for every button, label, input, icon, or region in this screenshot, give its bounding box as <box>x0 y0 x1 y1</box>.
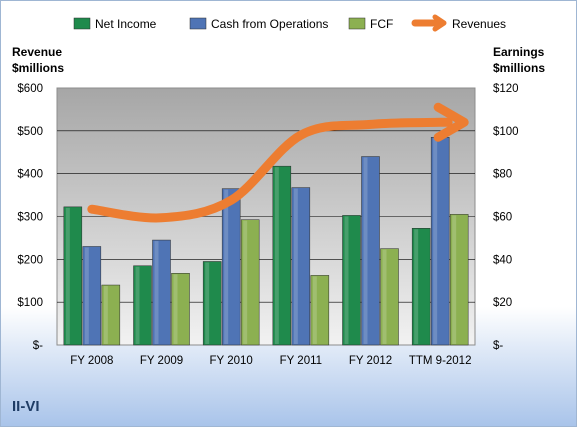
left-tick-label: $100 <box>17 297 43 309</box>
left-tick-label: $500 <box>17 126 43 138</box>
bar-net-income <box>63 206 83 346</box>
right-tick-label: $60 <box>493 212 512 224</box>
bar-highlight <box>205 262 210 344</box>
bar-fcf <box>240 219 260 346</box>
category-label: TTM 9-2012 <box>409 355 472 367</box>
category-label: FY 2009 <box>140 355 183 367</box>
bar-highlight <box>382 249 387 344</box>
bar-cash-from-operations <box>82 246 102 346</box>
bar-net-income <box>272 165 292 346</box>
left-tick-label: $600 <box>17 83 43 95</box>
company-label: II-VI <box>12 398 40 415</box>
right-tick-label: $80 <box>493 169 512 181</box>
left-tick-label: $400 <box>17 169 43 181</box>
left-axis-title: Revenue <box>12 45 62 59</box>
right-tick-label: $40 <box>493 254 512 266</box>
bar-cash-from-operations <box>221 188 241 346</box>
bar-highlight <box>84 247 89 344</box>
legend-label: Revenues <box>452 17 506 31</box>
bar-net-income <box>411 228 431 346</box>
bar-cash-from-operations <box>291 187 311 346</box>
bar-cash-from-operations <box>152 239 171 346</box>
bar-highlight <box>344 216 349 344</box>
legend-swatch <box>189 17 207 30</box>
bar-highlight <box>65 207 70 344</box>
right-axis-title: $millions <box>493 61 545 75</box>
bar-fcf <box>171 273 190 346</box>
category-label: FY 2012 <box>349 355 392 367</box>
left-tick-label: $300 <box>17 212 43 224</box>
legend-swatch-arrowhead <box>432 14 447 32</box>
category-label: FY 2011 <box>280 355 322 367</box>
bar-highlight <box>135 266 140 344</box>
bar-highlight <box>154 241 159 344</box>
bar-highlight <box>433 138 438 344</box>
legend-label: Cash from Operations <box>211 17 328 31</box>
bar-net-income <box>133 265 152 346</box>
bar-highlight <box>274 167 279 344</box>
category-label: FY 2010 <box>210 355 253 367</box>
bar-highlight <box>452 215 457 344</box>
bar-fcf <box>101 284 121 346</box>
legend-label: FCF <box>370 17 393 31</box>
bar-highlight <box>173 274 178 344</box>
bar-cash-from-operations <box>361 156 380 346</box>
bar-highlight <box>224 189 229 344</box>
bar-fcf <box>380 248 399 346</box>
left-axis-title: $millions <box>12 61 64 75</box>
right-tick-label: $120 <box>493 83 519 95</box>
bar-net-income <box>342 215 361 346</box>
legend-label: Net Income <box>95 17 157 31</box>
legend-swatch <box>348 17 366 30</box>
bar-highlight <box>363 157 368 344</box>
bar-fcf <box>449 214 469 346</box>
right-tick-label: $20 <box>493 297 512 309</box>
left-tick-label: $- <box>33 340 43 352</box>
bar-highlight <box>243 220 248 344</box>
right-tick-label: $100 <box>493 126 519 138</box>
right-tick-label: $- <box>493 340 503 352</box>
left-tick-label: $200 <box>17 254 43 266</box>
bar-highlight <box>312 276 317 344</box>
bar-fcf <box>310 275 330 346</box>
bar-highlight <box>293 188 298 344</box>
bar-highlight <box>414 229 419 344</box>
revenues-arrowhead <box>433 102 469 142</box>
category-label: FY 2008 <box>70 355 113 367</box>
revenues-line <box>87 117 453 223</box>
right-axis-title: Earnings <box>493 45 545 59</box>
legend-swatch <box>73 17 91 30</box>
bar-highlight <box>103 286 108 344</box>
bar-net-income <box>202 261 222 346</box>
